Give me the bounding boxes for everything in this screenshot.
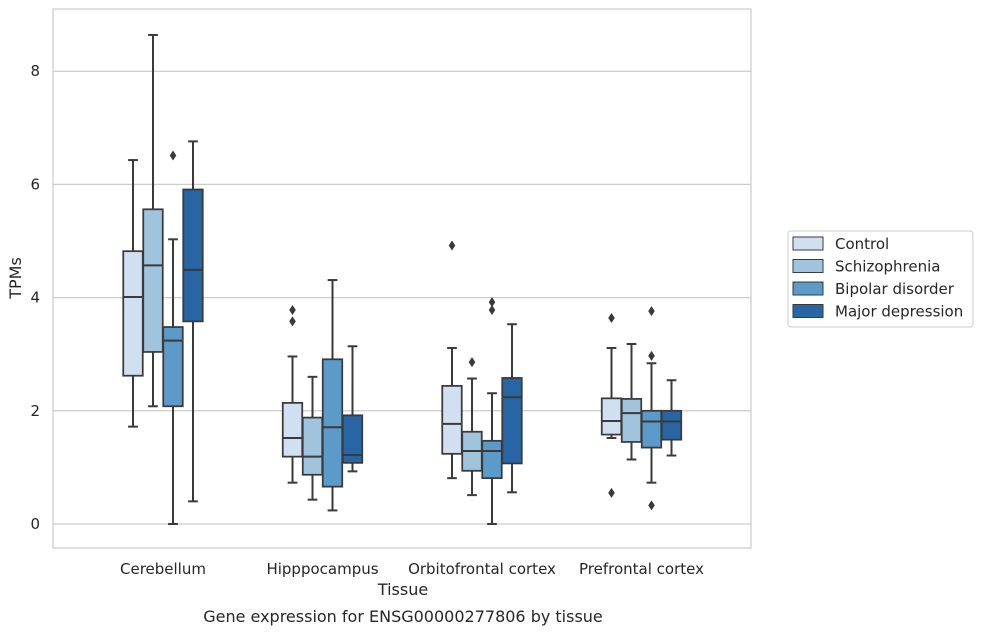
box-control [122,159,144,428]
outlier-point [289,305,296,316]
box-iqr [441,385,463,455]
outlier-point [648,350,655,361]
box-iqr [640,409,663,449]
outlier-point [488,305,496,316]
legend-swatch [792,259,824,273]
x-axis-ticks: Cerebellum Hipppocampus Orbitofrontal cort… [120,560,704,578]
box-bipolar-disorder [640,306,663,511]
box-bipolar-disorder [162,150,184,525]
plot-frame [52,8,752,549]
box-iqr [341,414,364,464]
chart-caption: Gene expression for ENSG00000277806 by t… [203,607,603,626]
x-tick-label: Cerebellum [120,560,206,578]
y-tick-label: 6 [30,175,40,193]
outlier-point [169,150,177,161]
legend-swatch [792,281,824,296]
box-major-depression [501,323,523,494]
legend-frame [787,230,974,328]
box-control [600,312,623,498]
box-iqr [162,326,184,408]
box-control [281,305,304,484]
y-tick-label: 2 [30,402,40,420]
x-tick-label: Orbitofrontal cortex [408,560,556,578]
legend: Control Schizophrenia Bipolar disorder Majo… [787,230,974,328]
y-axis-ticks: 0 2 4 6 8 [30,62,40,533]
box-iqr [481,439,503,480]
box-iqr [501,377,523,465]
box-iqr [600,397,623,436]
box-iqr [321,358,344,488]
legend-label: Major depression [835,303,963,321]
legend-swatch [792,236,824,251]
y-axis-title: TPMs [6,257,25,300]
legend-label: Control [835,235,889,253]
legend-label: Schizophrenia [835,258,940,276]
box-major-depression [182,140,204,503]
box-iqr [281,402,304,458]
y-tick-label: 0 [30,515,40,533]
box-schizophrenia [620,343,643,461]
box-schizophrenia [142,33,164,408]
plot-background [53,9,751,548]
y-tick-label: 4 [30,289,40,307]
outlier-point [448,240,456,251]
outlier-point [289,316,296,327]
y-tick-label: 8 [30,62,40,80]
box-iqr [301,416,324,476]
x-axis-title: Tissue [377,580,428,599]
legend-swatch [792,304,824,318]
box-iqr [122,250,144,377]
outlier-point [648,306,655,317]
box-iqr [620,398,643,443]
outlier-point [608,312,615,323]
outlier-point [488,297,496,308]
box-major-depression [341,345,364,473]
legend-label: Bipolar disorder [835,280,955,298]
outlier-point [468,357,476,368]
outlier-point [648,500,655,511]
x-tick-label: Prefrontal cortex [579,560,704,578]
outlier-point [608,487,615,498]
box-groups [122,33,683,525]
box-schizophrenia [461,357,483,497]
x-tick-label: Hipppocampus [266,560,378,578]
box-control [441,240,463,480]
box-major-depression [660,379,683,457]
box-iqr [660,409,683,441]
box-iqr [142,208,164,353]
box-iqr [182,188,204,323]
